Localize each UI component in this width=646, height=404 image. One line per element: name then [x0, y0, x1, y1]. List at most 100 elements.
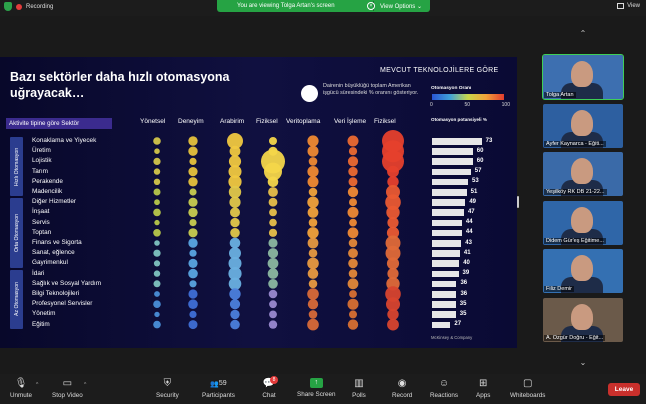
- video-options-caret[interactable]: ^: [84, 382, 87, 388]
- bubble-size-note: Dairenin büyüklüğü toplam Amerikan işgüc…: [323, 83, 419, 96]
- automation-bubble: [308, 187, 318, 197]
- potential-bar: [432, 148, 473, 155]
- banner-text: You are viewing Tolga Artan's screen: [237, 3, 335, 9]
- participant-tile[interactable]: Yeşilköy RK DB 21-22...: [543, 152, 623, 196]
- potential-value: 47: [467, 208, 475, 215]
- sector-label: Lojistik: [32, 157, 52, 165]
- sector-label: Diğer Hizmetler: [32, 198, 77, 206]
- automation-bubble: [188, 197, 198, 207]
- automation-bubble: [349, 198, 357, 207]
- automation-bubble: [267, 248, 279, 259]
- column-header: Arabirim: [220, 118, 245, 125]
- automation-bubble: [387, 165, 399, 178]
- potential-bar: [432, 240, 462, 247]
- automation-bubble: [347, 186, 359, 198]
- sector-label: Yönetim: [32, 310, 56, 318]
- potential-title: Otomasyon potansiyeli %: [431, 117, 487, 122]
- whiteboards-button[interactable]: ▢ Whiteboards: [510, 378, 545, 399]
- potential-value: 43: [465, 239, 472, 246]
- automation-bubble: [153, 208, 161, 217]
- automation-bubble: [188, 299, 198, 309]
- automation-bubble: [268, 320, 278, 329]
- apps-button[interactable]: ⊞ Apps: [476, 378, 490, 399]
- close-icon[interactable]: ×: [367, 2, 375, 10]
- source-credit: McKinsey & Company: [431, 335, 473, 340]
- participant-tile[interactable]: Filiz Demir: [543, 249, 623, 293]
- stop-video-button[interactable]: ▭ Stop Video: [52, 378, 83, 399]
- sector-label: Bilgi Teknolojileri: [32, 290, 80, 297]
- automation-bubble: [268, 197, 278, 207]
- participants-label: Participants: [202, 392, 235, 399]
- automation-bubble: [188, 136, 198, 146]
- security-button[interactable]: ⛨ Security: [156, 378, 179, 399]
- automation-bubble: [269, 137, 277, 145]
- automation-bubble: [347, 135, 359, 147]
- automation-bubble: [269, 208, 277, 217]
- automation-bubble: [349, 218, 357, 227]
- record-button[interactable]: ◉ Record: [392, 378, 412, 399]
- automation-bubble: [229, 247, 241, 260]
- participant-tile[interactable]: Tolga Artan: [542, 54, 624, 100]
- whiteboards-label: Whiteboards: [510, 392, 546, 399]
- chat-button[interactable]: 💬 8 Chat: [262, 376, 278, 399]
- share-screen-button[interactable]: ↑ Share Screen: [297, 378, 336, 398]
- share-screen-label: Share Screen: [297, 391, 336, 398]
- potential-value: 39: [462, 270, 470, 277]
- polls-button[interactable]: ▥ Polls: [352, 378, 366, 399]
- apps-label: Apps: [476, 392, 491, 399]
- scroll-down-icon[interactable]: ⌄: [579, 358, 587, 367]
- view-options-button[interactable]: View Options ⌄: [380, 3, 422, 10]
- automation-group-bar: [10, 198, 23, 268]
- chat-icon: 💬 8: [262, 376, 278, 389]
- participants-button[interactable]: 👥 59 Participants: [202, 378, 235, 399]
- leave-button[interactable]: Leave: [608, 383, 640, 396]
- potential-bar: [432, 219, 462, 227]
- automation-bubble: [188, 228, 198, 238]
- reactions-label: Reactions: [430, 392, 459, 399]
- unmute-button[interactable]: 🎙 Unmute: [10, 378, 32, 399]
- shield-icon: [4, 2, 12, 11]
- automation-bubble: [347, 156, 359, 167]
- automation-bubble: [189, 219, 197, 227]
- automation-bubble: [188, 146, 198, 156]
- automation-bubble: [385, 245, 401, 261]
- record-label: Record: [392, 392, 413, 399]
- automation-bubble: [348, 258, 358, 269]
- participants-count: 59: [218, 380, 227, 387]
- automation-bubble: [347, 319, 359, 330]
- slide-title: Bazı sektörler daha hızlı otomasyona uğr…: [10, 70, 230, 100]
- audio-options-caret[interactable]: ^: [36, 382, 39, 388]
- participant-tile[interactable]: A. Özgür Doğru - Eğit...: [543, 298, 623, 342]
- potential-bar: [432, 291, 457, 298]
- reactions-button[interactable]: ☺ Reactions: [430, 378, 458, 399]
- panel-resize-handle[interactable]: [517, 196, 519, 208]
- potential-value: 73: [485, 137, 493, 144]
- automation-bubble: [267, 176, 279, 188]
- view-button[interactable]: View: [617, 3, 640, 9]
- automation-bubble: [188, 207, 198, 218]
- view-options-label: View Options: [380, 3, 416, 10]
- potential-bar: [432, 301, 456, 308]
- chat-badge: 8: [270, 376, 278, 384]
- automation-bubble: [349, 310, 357, 319]
- scroll-up-icon[interactable]: ⌃: [579, 29, 587, 38]
- participant-tile[interactable]: Ayfer Kaynarca - Eğiti...: [543, 104, 623, 148]
- automation-bubble: [307, 176, 319, 188]
- column-header: Deneyim: [178, 118, 204, 125]
- participant-video: [571, 158, 593, 184]
- automation-bubble: [307, 268, 319, 279]
- participant-tile[interactable]: Didem Gür'eş Eğitime...: [543, 201, 623, 245]
- participant-video: [571, 207, 593, 233]
- recording-indicator[interactable]: Recording: [4, 2, 53, 11]
- potential-value: 51: [470, 188, 478, 195]
- participant-name: Didem Gür'eş Eğitime...: [544, 238, 606, 244]
- automation-bubble: [307, 145, 319, 157]
- share-screen-icon: ↑: [309, 378, 323, 388]
- automation-bubble: [189, 249, 197, 257]
- automation-bubble: [154, 291, 160, 297]
- shared-slide: Bazı sektörler daha hızlı otomasyona uğr…: [0, 57, 517, 348]
- automation-bubble: [188, 258, 198, 268]
- participant-video: [571, 304, 593, 330]
- automation-bubble: [268, 228, 278, 237]
- automation-bubble: [189, 188, 197, 196]
